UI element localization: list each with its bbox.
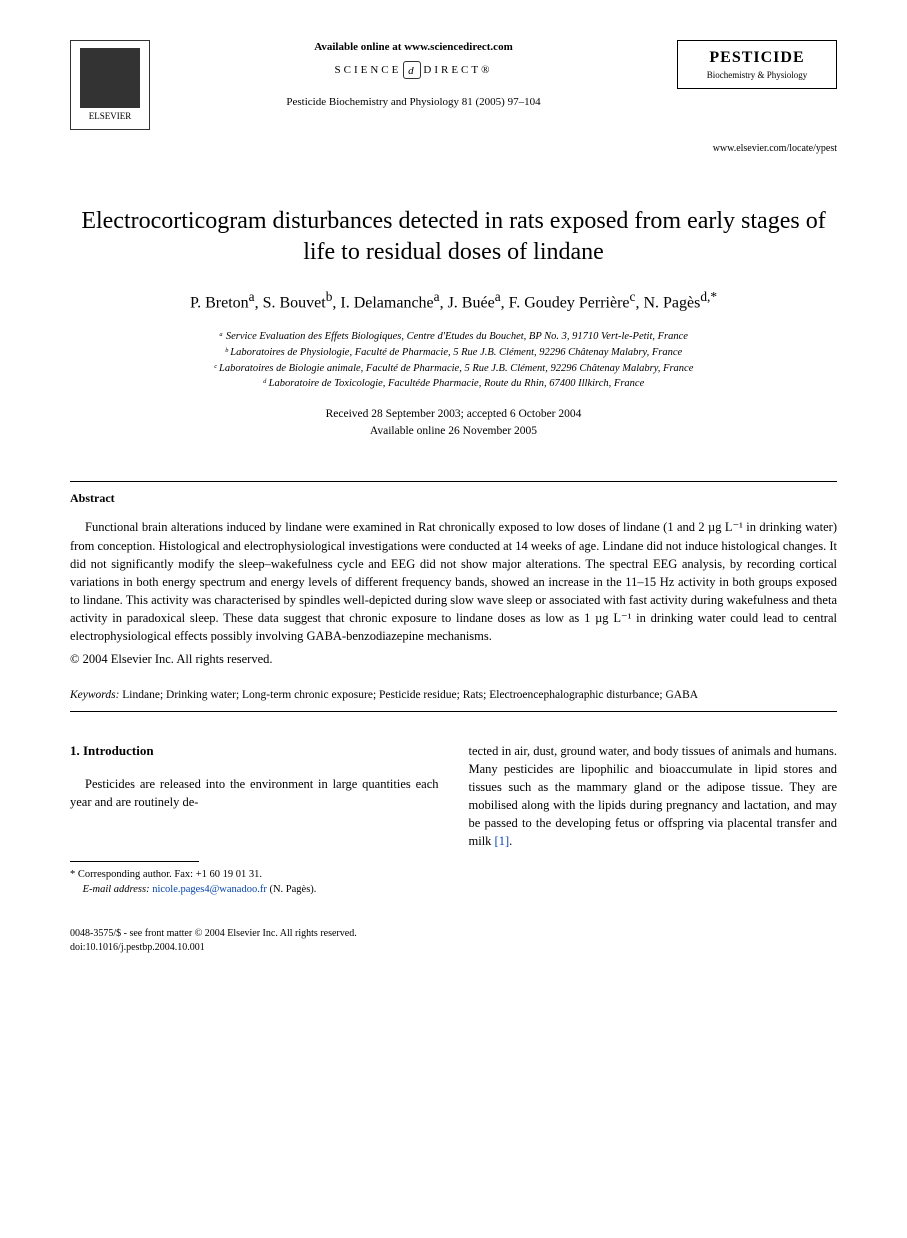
article-title: Electrocorticogram disturbances detected… bbox=[70, 206, 837, 268]
section-heading-introduction: 1. Introduction bbox=[70, 742, 439, 761]
keywords-label: Keywords: bbox=[70, 689, 119, 701]
available-online-text: Available online at www.sciencedirect.co… bbox=[170, 40, 657, 55]
divider-bottom bbox=[70, 711, 837, 712]
affiliations: ᵃ Service Evaluation des Effets Biologiq… bbox=[70, 329, 837, 392]
email-suffix: (N. Pagès). bbox=[267, 884, 317, 895]
corresponding-fax: * Corresponding author. Fax: +1 60 19 01… bbox=[70, 868, 439, 883]
keywords: Keywords: Lindane; Drinking water; Long-… bbox=[70, 687, 837, 703]
corresponding-author-footnote: * Corresponding author. Fax: +1 60 19 01… bbox=[70, 868, 439, 897]
column-left: 1. Introduction Pesticides are released … bbox=[70, 742, 439, 897]
footer-front-matter: 0048-3575/$ - see front matter © 2004 El… bbox=[70, 927, 837, 941]
body-two-column: 1. Introduction Pesticides are released … bbox=[70, 742, 837, 897]
intro-col2-text: tected in air, dust, ground water, and b… bbox=[469, 744, 838, 849]
journal-reference: Pesticide Biochemistry and Physiology 81… bbox=[170, 95, 657, 110]
elsevier-logo: ELSEVIER bbox=[70, 40, 150, 130]
abstract-copyright: © 2004 Elsevier Inc. All rights reserved… bbox=[70, 651, 837, 669]
column-right: tected in air, dust, ground water, and b… bbox=[469, 742, 838, 897]
keywords-text: Lindane; Drinking water; Long-term chron… bbox=[119, 689, 698, 701]
authors-list: P. Bretona, S. Bouvetb, I. Delamanchea, … bbox=[70, 288, 837, 315]
science-direct-logo: SCIENCE d DIRECT® bbox=[170, 61, 657, 79]
email-label: E-mail address: bbox=[83, 884, 150, 895]
header-row: ELSEVIER Available online at www.science… bbox=[70, 40, 837, 130]
header-center: Available online at www.sciencedirect.co… bbox=[150, 40, 677, 111]
intro-col2-end: . bbox=[509, 834, 512, 848]
citation-link-1[interactable]: [1] bbox=[495, 834, 510, 848]
journal-box: PESTICIDE Biochemistry & Physiology bbox=[677, 40, 837, 89]
footer-doi: doi:10.1016/j.pestbp.2004.10.001 bbox=[70, 941, 837, 955]
email-link[interactable]: nicole.pages4@wanadoo.fr bbox=[152, 884, 267, 895]
page-footer: 0048-3575/$ - see front matter © 2004 El… bbox=[70, 927, 837, 955]
journal-name: PESTICIDE bbox=[686, 47, 828, 69]
sd-d-icon: d bbox=[403, 61, 421, 79]
sd-left: SCIENCE bbox=[335, 63, 402, 78]
intro-paragraph-right: tected in air, dust, ground water, and b… bbox=[469, 742, 838, 851]
intro-paragraph-left: Pesticides are released into the environ… bbox=[70, 775, 439, 811]
journal-subtitle: Biochemistry & Physiology bbox=[686, 69, 828, 82]
received-accepted-date: Received 28 September 2003; accepted 6 O… bbox=[70, 406, 837, 423]
divider-top bbox=[70, 481, 837, 482]
corresponding-email-line: E-mail address: nicole.pages4@wanadoo.fr… bbox=[70, 883, 439, 898]
publisher-name: ELSEVIER bbox=[89, 110, 132, 123]
footnote-separator bbox=[70, 861, 199, 862]
sd-right: DIRECT® bbox=[423, 63, 492, 78]
journal-url[interactable]: www.elsevier.com/locate/ypest bbox=[70, 142, 837, 156]
article-dates: Received 28 September 2003; accepted 6 O… bbox=[70, 406, 837, 441]
elsevier-tree-icon bbox=[80, 48, 140, 108]
abstract-text: Functional brain alterations induced by … bbox=[70, 518, 837, 645]
abstract-heading: Abstract bbox=[70, 490, 837, 507]
journal-box-wrapper: PESTICIDE Biochemistry & Physiology bbox=[677, 40, 837, 89]
available-online-date: Available online 26 November 2005 bbox=[70, 423, 837, 440]
